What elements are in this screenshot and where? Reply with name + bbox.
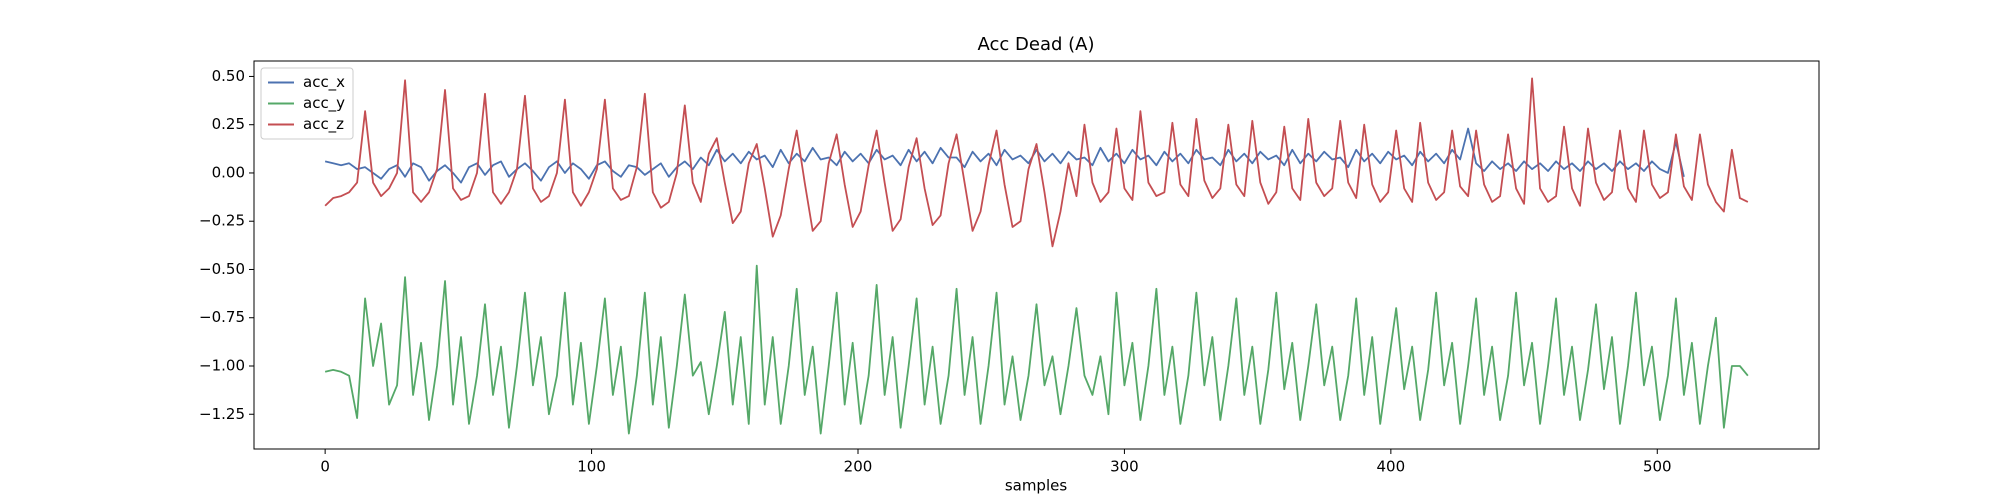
x-tick-label: 400: [1377, 458, 1406, 476]
x-axis-label: samples: [1005, 477, 1068, 495]
y-tick-label: −0.75: [199, 308, 245, 326]
x-tick-label: 500: [1643, 458, 1672, 476]
y-tick-label: −1.00: [199, 356, 245, 374]
legend-label: acc_y: [303, 94, 345, 113]
y-tick-label: −0.50: [199, 260, 245, 278]
chart-title: Acc Dead (A): [978, 34, 1095, 55]
y-tick-label: −1.25: [199, 405, 245, 423]
series-line: [324, 264, 1749, 435]
y-tick-label: −0.25: [199, 212, 245, 230]
x-tick-label: 300: [1110, 458, 1139, 476]
y-tick-label: 0.50: [212, 67, 245, 85]
x-tick-label: 200: [844, 458, 873, 476]
plot-frame: [253, 60, 1820, 450]
x-tick-label: 100: [577, 458, 606, 476]
legend-box: [260, 67, 354, 140]
y-tick-label: 0.00: [212, 163, 245, 181]
legend-label: acc_x: [303, 73, 345, 92]
legend: acc_x acc_y acc_z: [260, 67, 354, 140]
x-tick-label: 0: [320, 458, 330, 476]
legend-label: acc_z: [303, 115, 344, 134]
series-line: [324, 127, 1685, 184]
series-line: [324, 77, 1749, 248]
y-tick-label: 0.25: [212, 115, 245, 133]
